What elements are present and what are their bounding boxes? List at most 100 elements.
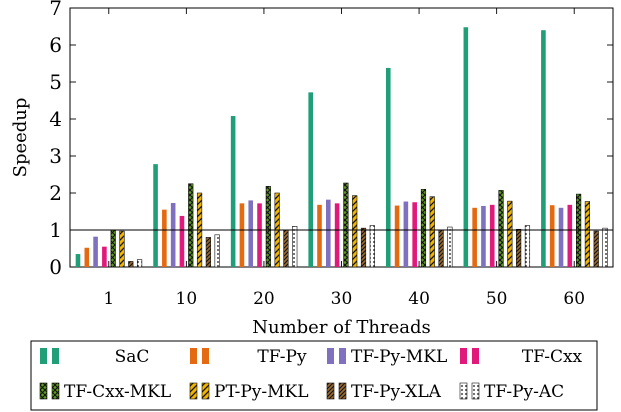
- y-tick-label: 2: [49, 181, 62, 205]
- bar-sac: [230, 116, 236, 267]
- bar-tf-py-xla: [438, 229, 444, 268]
- legend-swatch: [472, 348, 479, 364]
- x-tick-label: 30: [331, 289, 353, 309]
- bar-tf-py-xla: [360, 227, 367, 268]
- bar-tf-py-xla: [128, 261, 134, 268]
- bar-tf-py-ac: [136, 259, 143, 268]
- x-axis-label: Number of Threads: [252, 317, 430, 338]
- legend-swatch: [39, 382, 48, 400]
- legend-label: PT-Py-MKL: [214, 382, 309, 402]
- legend-swatch: [51, 382, 60, 400]
- bar-tf-py-mkl: [170, 202, 176, 267]
- y-tick-label: 4: [49, 107, 62, 131]
- y-tick-label: 7: [49, 0, 62, 20]
- legend-swatch: [202, 348, 209, 364]
- legend-label: TF-Cxx: [522, 347, 583, 367]
- bar-pt-py-mkl: [507, 200, 513, 268]
- legend-swatch: [201, 382, 210, 400]
- bar-tf-py-mkl: [248, 200, 254, 267]
- bar-tf-py-ac: [602, 227, 608, 268]
- bar-tf-py-mkl: [326, 199, 331, 267]
- y-tick-label: 3: [49, 144, 62, 168]
- x-tick-label: 1: [103, 289, 114, 309]
- bar-tf-cxx: [257, 203, 262, 267]
- legend-swatch: [189, 382, 198, 400]
- bar-tf-py-mkl: [93, 236, 98, 267]
- bar-pt-py-mkl: [352, 195, 358, 268]
- bar-tf-py-ac: [447, 226, 453, 268]
- bar-tf-py: [394, 205, 400, 267]
- bar-tf-py: [549, 205, 555, 267]
- bar-tf-cxx: [334, 203, 340, 267]
- bar-tf-cxx-mkl: [265, 186, 271, 268]
- bar-tf-py-xla: [205, 237, 211, 268]
- bar-sac: [75, 254, 81, 267]
- bar-tf-py: [472, 207, 477, 267]
- bar-tf-cxx-mkl: [110, 229, 116, 268]
- bar-sac: [463, 27, 469, 267]
- legend-swatch: [459, 382, 468, 400]
- bar-pt-py-mkl: [429, 196, 435, 268]
- legend-swatch: [471, 382, 480, 400]
- legend-swatch: [52, 348, 59, 364]
- bar-tf-py-mkl: [481, 205, 486, 267]
- bar-tf-cxx-mkl: [420, 189, 427, 268]
- legend-label: TF-Py-MKL: [351, 347, 447, 367]
- plot-frame: [69, 7, 614, 268]
- bar-tf-py: [239, 203, 245, 267]
- bar-tf-cxx-mkl: [498, 190, 504, 268]
- bar-tf-cxx: [412, 202, 417, 267]
- legend-swatch: [190, 348, 197, 364]
- y-tick-label: 6: [49, 33, 62, 57]
- bar-tf-cxx-mkl: [188, 183, 194, 268]
- bar-sac: [385, 67, 391, 267]
- y-tick-label: 0: [49, 255, 62, 279]
- x-tick-label: 10: [176, 289, 198, 309]
- y-tick-label: 5: [49, 70, 62, 94]
- y-axis-label: Speedup: [10, 98, 31, 178]
- legend-label: TF-Py-AC: [484, 382, 564, 402]
- bar-tf-py-mkl: [558, 207, 564, 267]
- bar-tf-py-xla: [593, 230, 599, 268]
- bar-tf-py: [84, 247, 90, 267]
- bar-tf-py-ac: [369, 225, 375, 268]
- x-tick-label: 50: [486, 289, 508, 309]
- bar-tf-cxx: [179, 215, 185, 267]
- bar-pt-py-mkl: [584, 201, 591, 268]
- bar-sac: [308, 92, 313, 267]
- legend-swatch: [327, 348, 334, 364]
- bar-tf-py: [317, 204, 322, 267]
- bar-tf-cxx: [489, 204, 495, 267]
- bar-tf-cxx-mkl: [343, 182, 349, 268]
- legend: SaC TF-Py TF-Py-MKL TF-Cxx TF-Cxx-MKL PT-Py-M…: [30, 340, 598, 411]
- legend-label: TF-Cxx-MKL: [64, 382, 171, 402]
- bar-pt-py-mkl: [119, 230, 125, 268]
- x-tick-label: 40: [408, 289, 430, 309]
- x-tick-label: 60: [563, 289, 585, 309]
- legend-swatch: [338, 382, 347, 400]
- legend-label: SaC: [115, 347, 150, 367]
- legend-swatch: [40, 348, 47, 364]
- bar-tf-py-mkl: [403, 201, 409, 267]
- bar-sac: [153, 164, 158, 267]
- bar-tf-py: [162, 209, 167, 267]
- bar-tf-py-xla: [516, 228, 522, 268]
- bar-tf-cxx: [102, 246, 107, 267]
- bar-tf-py-xla: [283, 229, 289, 268]
- bar-tf-py-ac: [292, 226, 298, 268]
- legend-box: [30, 340, 598, 411]
- legend-swatch: [460, 348, 467, 364]
- bar-tf-cxx: [567, 204, 573, 267]
- legend-label: TF-Py: [257, 347, 307, 367]
- bar-tf-cxx-mkl: [576, 193, 582, 268]
- legend-swatch: [339, 348, 346, 364]
- x-tick-label: 20: [253, 289, 275, 309]
- bar-tf-py-ac: [524, 225, 531, 268]
- bar-sac: [541, 30, 546, 268]
- plot-area: 0 1 2 3 4 5 6 7 1 10 20 30 40 50 60 Number of Threads Sp…: [10, 0, 614, 338]
- legend-swatch: [326, 382, 335, 400]
- y-tick-label: 1: [49, 218, 62, 242]
- bar-tf-py-ac: [214, 234, 220, 268]
- legend-label: TF-Py-XLA: [351, 382, 442, 402]
